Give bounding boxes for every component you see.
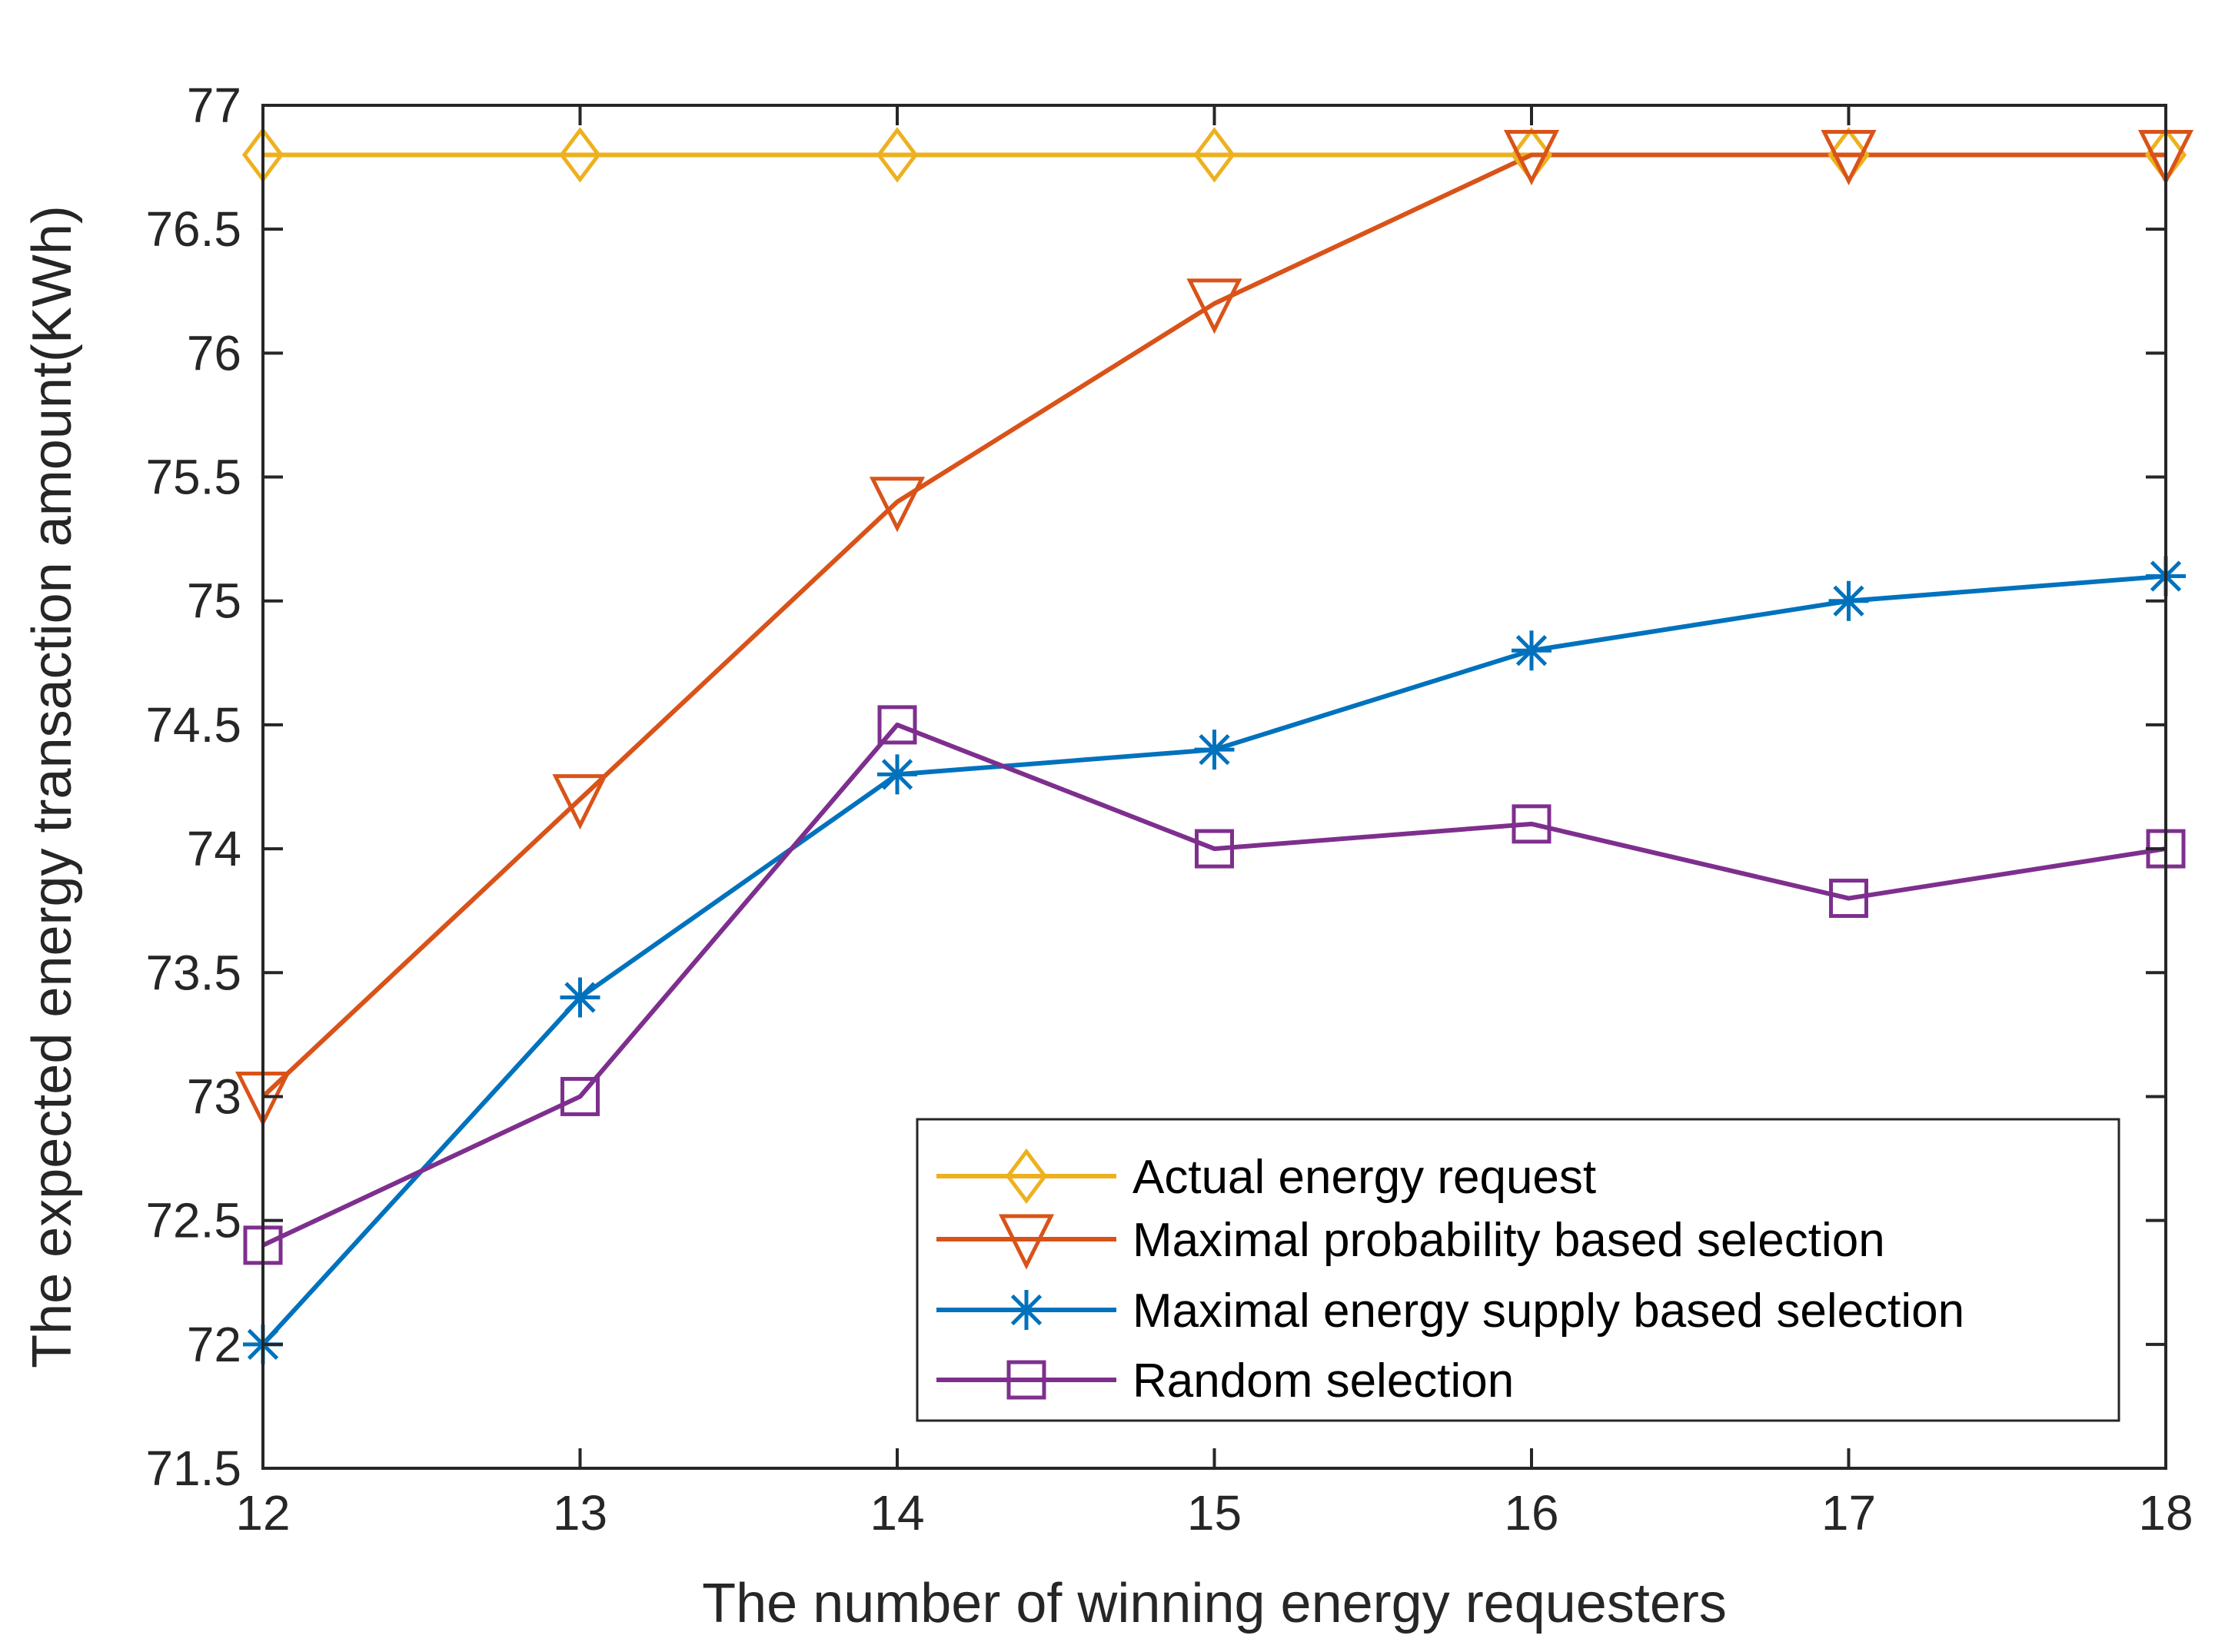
y-axis-title: The expected energy transaction amount(K… <box>22 205 83 1368</box>
y-tick-label: 74.5 <box>145 697 241 753</box>
legend-marker-2 <box>998 1214 1055 1270</box>
data-point-series-2 <box>869 477 926 533</box>
data-point-series-3 <box>1512 630 1551 671</box>
x-tick-label: 18 <box>2138 1485 2193 1541</box>
legend-marker-1 <box>1005 1148 1048 1205</box>
legend-label-1: Actual energy request <box>1132 1151 1596 1204</box>
data-point-series-4 <box>877 705 917 745</box>
y-tick-label: 73.5 <box>145 945 241 1000</box>
x-tick-label: 13 <box>553 1485 607 1541</box>
series-line-2 <box>261 152 2166 1099</box>
data-point-series-4 <box>1829 879 1868 919</box>
data-point-series-3 <box>877 754 917 795</box>
legend-label-4: Random selection <box>1132 1355 1514 1408</box>
legend-box <box>916 1118 2120 1422</box>
data-point-series-3 <box>1194 730 1235 770</box>
data-point-series-3 <box>560 977 600 1018</box>
legend: Actual energy request Maximal probability… <box>916 1118 2120 1422</box>
data-point-series-1 <box>876 127 919 183</box>
legend-label-3: Maximal energy supply based selection <box>1132 1285 1964 1338</box>
data-point-series-2 <box>552 774 608 830</box>
legend-marker-3 <box>1006 1290 1046 1330</box>
data-point-series-2 <box>1821 129 1877 186</box>
data-point-series-1 <box>559 127 601 183</box>
data-point-series-3 <box>1828 580 1869 621</box>
axis-ticks <box>261 104 2167 1470</box>
legend-label-2: Maximal probability based selection <box>1132 1214 1885 1267</box>
y-tick-label: 76.5 <box>145 201 241 257</box>
y-tick-label: 71.5 <box>145 1441 241 1496</box>
data-point-series-1 <box>1193 127 1236 183</box>
legend-items: Actual energy request Maximal probability… <box>936 1148 1964 1408</box>
data-point-series-2 <box>1186 278 1242 334</box>
series-line-4 <box>261 722 2167 1248</box>
legend-marker-4 <box>1006 1360 1046 1400</box>
x-tick-label: 17 <box>1821 1485 1876 1541</box>
data-point-series-4 <box>1195 829 1234 869</box>
x-tick-labels: 12 13 14 15 16 17 18 <box>235 1485 2193 1541</box>
x-tick-label: 12 <box>235 1485 290 1541</box>
x-tick-label: 14 <box>870 1485 924 1541</box>
y-tick-label: 76 <box>187 325 241 381</box>
data-point-series-2 <box>1503 129 1560 186</box>
y-tick-label: 74 <box>187 821 241 876</box>
y-tick-label: 72.5 <box>145 1193 241 1248</box>
data-point-series-4 <box>1512 804 1551 844</box>
x-tick-label: 16 <box>1504 1485 1558 1541</box>
y-tick-labels: 71.5 72 72.5 73 73.5 74 74.5 75 75.5 76 76.5 77 <box>145 78 241 1496</box>
y-tick-label: 75 <box>187 573 241 629</box>
y-tick-label: 73 <box>187 1069 241 1124</box>
y-tick-label: 77 <box>187 78 241 133</box>
x-axis-title: The number of winning energy requesters <box>702 1573 1727 1634</box>
y-tick-label: 75.5 <box>145 450 241 505</box>
data-point-series-4 <box>560 1076 600 1116</box>
x-tick-label: 15 <box>1187 1485 1242 1541</box>
y-tick-label: 72 <box>187 1317 241 1372</box>
